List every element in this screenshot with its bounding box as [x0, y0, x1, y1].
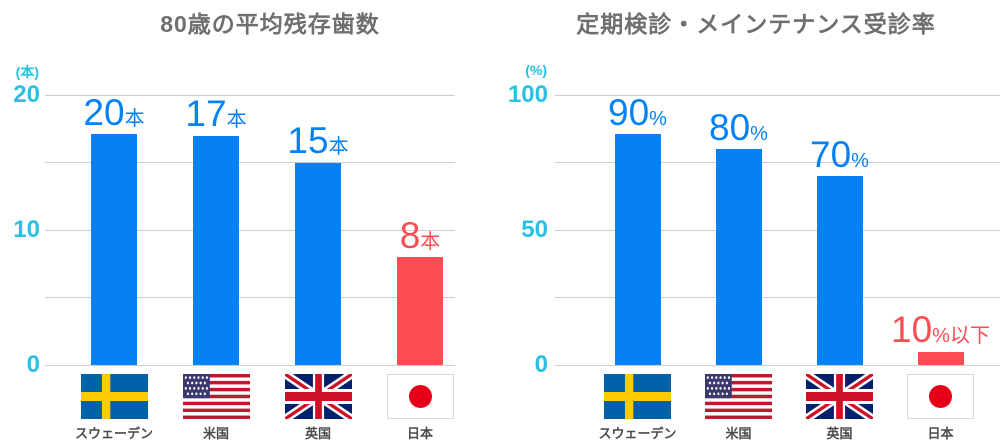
country-label: 日本 [927, 426, 954, 441]
chart-title: 80歳の平均残存歯数 [160, 11, 380, 37]
bar-value-label: 15本 [287, 120, 349, 162]
country-label: 米国 [725, 426, 752, 441]
bar-value-number: 20 [83, 92, 125, 133]
bar-column-japan: 8本 [369, 95, 471, 365]
bar-value-suffix: % [649, 108, 667, 130]
bar-column-sweden: 20本 [63, 92, 165, 365]
bar-value-number: 70 [810, 133, 852, 175]
y-axis: (%) 100 50 0 [504, 62, 548, 377]
flag-sweden-icon [604, 374, 671, 419]
bar-value-suffix: 本 [226, 109, 247, 132]
bar-value-label: 10%以下 [891, 309, 990, 351]
y-tick-label: 50 [521, 216, 548, 243]
gridline [45, 162, 455, 163]
flag-usa-icon [705, 374, 772, 419]
bar-column-usa: 17本 [165, 95, 267, 365]
bar [295, 162, 341, 365]
country-column-usa: 米国 [688, 374, 789, 442]
country-column-japan: 日本 [890, 374, 991, 442]
bar-column-sweden: 90% [587, 92, 688, 365]
flag-japan-icon [386, 374, 454, 419]
bar-value-number: 8 [399, 214, 421, 256]
bar [91, 134, 137, 365]
gridline [45, 94, 455, 96]
country-label: スウェーデン [74, 426, 153, 441]
y-tick-label: 10 [13, 216, 40, 243]
bars-container: 90% 80% 70% 10%以下 [587, 92, 991, 365]
y-tick-label: 100 [507, 81, 548, 108]
bar-value-number: 17 [185, 93, 227, 135]
bar [917, 351, 964, 365]
y-tick-label: 20 [13, 81, 40, 108]
bar-column-japan: 10%以下 [890, 95, 991, 365]
flag-japan-icon [907, 374, 974, 419]
bar-value-label: 17本 [185, 93, 247, 135]
bar-value-label: 80% [709, 106, 768, 148]
gridline [45, 297, 455, 298]
plot-area [555, 94, 1000, 366]
bar-value-number: 10 [891, 309, 933, 351]
gridline [45, 364, 455, 366]
bar-value-suffix: % [851, 149, 869, 172]
bar-value-suffix: % [750, 122, 768, 145]
bar [614, 134, 661, 365]
bar-value-suffix: %以下 [932, 325, 990, 348]
bar-value-label: 90% [608, 92, 667, 133]
category-axis: スウェーデン 米国 [63, 374, 471, 442]
flag-uk-icon [806, 374, 873, 419]
gridline [555, 162, 1000, 163]
gridline [555, 229, 1000, 231]
bar-value-label: 8本 [399, 214, 441, 256]
bar-value-suffix: 本 [328, 136, 349, 159]
category-axis: スウェーデン 米国 [587, 374, 991, 442]
country-column-uk: 英国 [267, 374, 369, 442]
bar-column-usa: 80% [688, 95, 789, 365]
y-axis-unit-label: (%) [525, 62, 547, 78]
country-label: 米国 [202, 426, 229, 441]
bar-value-number: 80 [709, 106, 751, 148]
flag-uk-icon [284, 374, 352, 419]
flag-sweden-icon [80, 374, 148, 419]
bar-value-label: 20本 [83, 92, 145, 133]
country-label: 英国 [304, 426, 331, 441]
chart-title: 定期検診・メインテナンス受診率 [576, 11, 936, 37]
country-label: スウェーデン [598, 426, 677, 441]
bar-column-uk: 15本 [267, 95, 369, 365]
bar-column-uk: 70% [789, 95, 890, 365]
country-label: 英国 [826, 426, 853, 441]
country-column-sweden: スウェーデン [587, 374, 688, 442]
gridline [45, 229, 455, 231]
bars-container: 20本 17本 15本 8本 [63, 92, 471, 365]
chart-teeth-remaining: 80歳の平均残存歯数 (本) 20 10 0 20本 17本 15本 8本 [0, 11, 471, 442]
gridline [555, 94, 1000, 96]
bar-value-suffix: 本 [420, 230, 441, 253]
flag-usa-icon [182, 374, 250, 419]
y-tick-label: 0 [26, 351, 40, 378]
gridline [555, 364, 1000, 366]
chart-checkup-rate: 定期検診・メインテナンス受診率 (%) 100 50 0 90% 80% 70% 1… [500, 0, 1000, 442]
gridline [555, 297, 1000, 298]
country-column-usa: 米国 [165, 374, 267, 442]
bar [397, 257, 443, 365]
country-column-sweden: スウェーデン [63, 374, 165, 442]
country-column-japan: 日本 [369, 374, 471, 442]
bar [193, 135, 239, 365]
country-column-uk: 英国 [789, 374, 890, 442]
bar-value-number: 90 [608, 92, 650, 133]
y-tick-label: 0 [534, 351, 548, 378]
plot-area [45, 94, 455, 366]
bar [715, 149, 762, 365]
bar [816, 176, 863, 365]
country-label: 日本 [406, 426, 433, 441]
bar-value-number: 15 [287, 120, 329, 162]
bar-value-label: 70% [810, 133, 869, 175]
bar-value-suffix: 本 [124, 108, 145, 130]
y-axis-unit-label: (本) [15, 64, 39, 80]
y-axis: (本) 20 10 0 [0, 64, 40, 377]
